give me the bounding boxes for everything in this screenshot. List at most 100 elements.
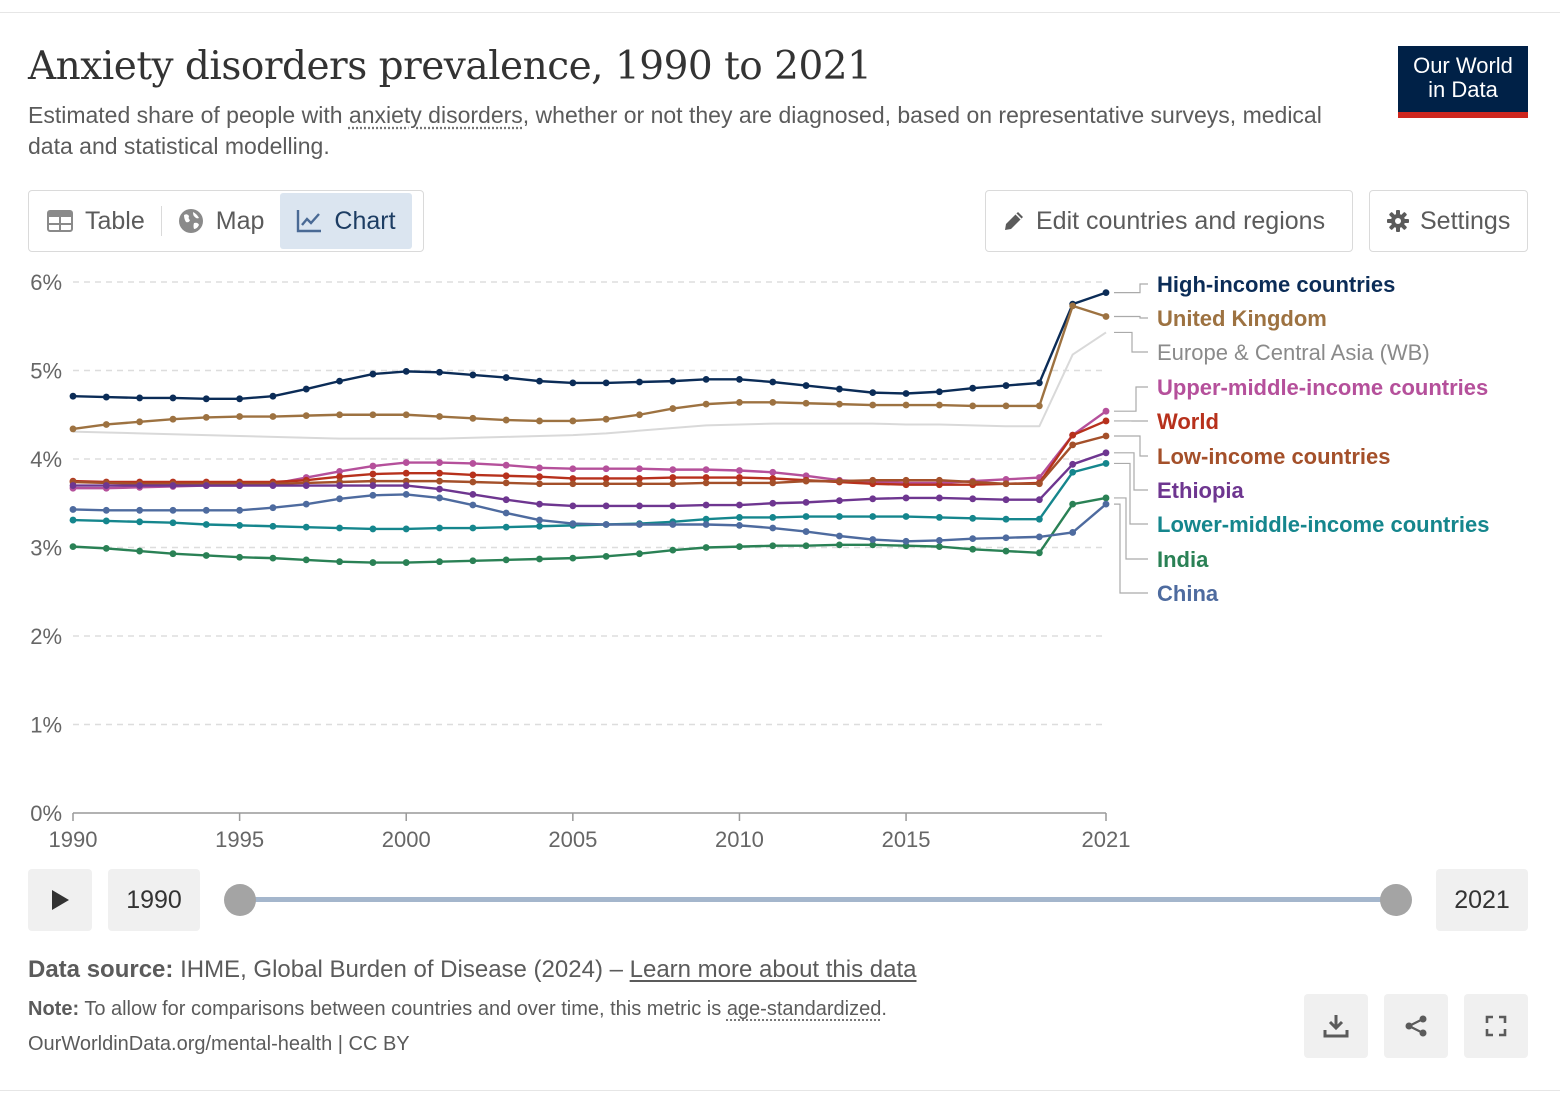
data-point xyxy=(236,482,244,489)
data-point xyxy=(1102,449,1110,457)
age-standardized-link[interactable]: age-standardized xyxy=(726,998,882,1020)
fullscreen-button[interactable] xyxy=(1464,994,1528,1058)
data-point xyxy=(269,413,277,420)
data-point xyxy=(1102,460,1110,467)
data-point xyxy=(769,514,777,521)
data-point xyxy=(636,521,643,528)
data-point xyxy=(169,415,177,423)
data-point xyxy=(1069,460,1077,468)
data-point xyxy=(536,377,543,385)
tab-table[interactable]: Table xyxy=(31,193,161,249)
note-text: To allow for comparisons between countri… xyxy=(84,998,727,1020)
data-point xyxy=(569,502,577,510)
owid-logo[interactable]: Our World in Data xyxy=(1398,46,1528,118)
data-point xyxy=(1102,407,1110,415)
data-point xyxy=(836,532,843,540)
data-point xyxy=(169,506,177,514)
data-point xyxy=(769,468,777,476)
data-point xyxy=(702,515,710,523)
series-line xyxy=(72,331,1107,440)
data-point xyxy=(369,470,377,478)
data-point xyxy=(769,378,777,386)
series-line xyxy=(72,304,1107,431)
data-point xyxy=(369,411,377,419)
data-point xyxy=(1035,549,1043,557)
subtitle-glossary-link[interactable]: anxiety disorders xyxy=(348,102,523,128)
data-point xyxy=(736,501,743,509)
data-point xyxy=(736,467,743,474)
line-chart-icon xyxy=(297,210,322,233)
legend-connector xyxy=(1114,283,1148,294)
note-end: . xyxy=(881,998,887,1020)
data-point xyxy=(502,472,510,480)
data-point xyxy=(469,501,477,509)
data-point xyxy=(1002,534,1010,542)
y-tick-label: 3% xyxy=(30,536,62,561)
data-point xyxy=(1069,500,1077,508)
data-point xyxy=(69,516,77,524)
legend-connector xyxy=(1114,452,1148,491)
data-point xyxy=(202,506,210,514)
timeline-track[interactable] xyxy=(240,897,1396,902)
series-line xyxy=(72,462,1107,531)
data-point xyxy=(702,521,710,528)
data-point xyxy=(236,395,244,403)
timeline-start-handle[interactable] xyxy=(224,884,256,916)
data-point xyxy=(469,557,477,565)
data-point xyxy=(336,524,343,532)
data-point xyxy=(836,497,843,504)
timeline-end-year[interactable]: 2021 xyxy=(1436,869,1528,931)
data-point xyxy=(436,413,443,420)
share-button[interactable] xyxy=(1384,994,1448,1058)
legend-connector xyxy=(1114,386,1148,412)
attribution[interactable]: OurWorldinData.org/mental-health | CC BY xyxy=(28,1033,410,1055)
tab-chart[interactable]: Chart xyxy=(280,193,412,249)
data-point xyxy=(169,550,177,558)
x-tick-label: 1995 xyxy=(215,827,264,852)
data-point xyxy=(669,377,677,385)
data-point xyxy=(1102,432,1110,440)
data-point xyxy=(1069,529,1077,536)
data-point xyxy=(702,479,710,487)
y-tick-label: 0% xyxy=(30,801,62,826)
pencil-icon xyxy=(1005,212,1023,230)
data-point xyxy=(469,414,477,422)
edit-countries-button[interactable]: Edit countries and regions xyxy=(985,190,1353,252)
data-point xyxy=(869,495,877,503)
learn-more-link[interactable]: Learn more about this data xyxy=(629,956,917,983)
data-point xyxy=(536,473,543,481)
legend-label: Upper-middle-income countries xyxy=(1157,375,1488,400)
data-point xyxy=(136,394,144,402)
data-point xyxy=(436,459,443,466)
settings-button[interactable]: Settings xyxy=(1369,190,1528,252)
data-point xyxy=(935,543,943,551)
data-point xyxy=(935,401,943,409)
download-icon xyxy=(1323,1015,1349,1038)
download-button[interactable] xyxy=(1304,994,1368,1058)
x-tick-label: 2015 xyxy=(882,827,931,852)
data-point xyxy=(69,392,77,400)
data-point xyxy=(202,395,210,403)
data-point xyxy=(169,394,177,402)
timeline-start-year[interactable]: 1990 xyxy=(108,869,200,931)
data-point xyxy=(269,522,277,530)
data-point xyxy=(569,480,577,488)
data-point xyxy=(969,384,977,392)
tab-map[interactable]: Map xyxy=(162,193,281,249)
data-point xyxy=(602,379,610,387)
settings-label: Settings xyxy=(1420,206,1511,235)
data-point xyxy=(902,390,910,397)
data-point xyxy=(669,521,677,528)
data-point xyxy=(869,389,877,397)
x-tick-label: 2005 xyxy=(548,827,597,852)
subtitle-text-end: , whether or not they are diagnosed, bas… xyxy=(28,102,1322,159)
play-button[interactable] xyxy=(28,869,92,931)
data-point xyxy=(202,552,210,559)
top-divider xyxy=(0,12,1560,13)
data-point xyxy=(636,378,643,386)
data-point xyxy=(836,477,843,485)
data-point xyxy=(402,459,410,466)
data-point xyxy=(502,509,510,517)
timeline-end-handle[interactable] xyxy=(1380,884,1412,916)
bottom-divider xyxy=(0,1090,1560,1091)
